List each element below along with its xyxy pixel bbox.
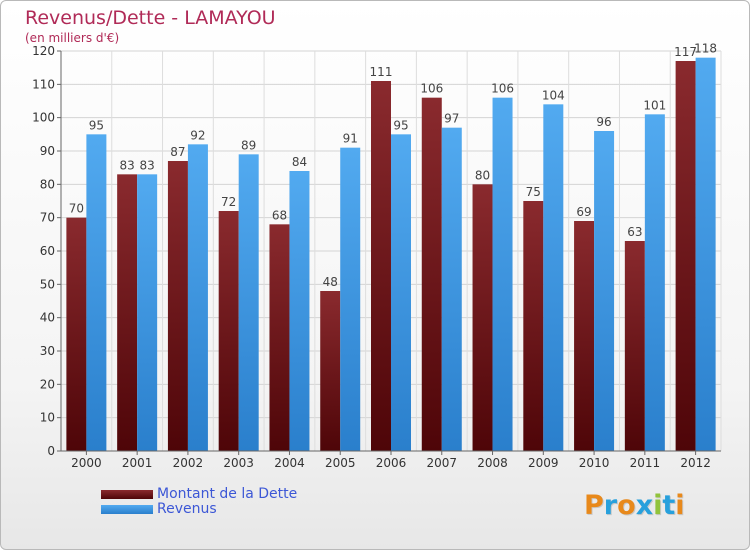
bar-dette (675, 61, 696, 451)
y-tick-label: 120 (32, 44, 55, 58)
data-label: 68 (272, 208, 287, 222)
bar-revenus (441, 127, 462, 452)
bar-revenus (391, 134, 411, 452)
data-label: 48 (323, 275, 338, 289)
logo-letter: i (653, 490, 663, 521)
bar-dette (523, 201, 544, 451)
bar-dette (66, 217, 87, 451)
x-tick-label: 2005 (325, 456, 356, 470)
x-tick-label: 2012 (680, 456, 711, 470)
bar-revenus (340, 147, 361, 451)
y-tick-label: 100 (32, 111, 55, 125)
logo-letter: P (584, 490, 604, 521)
y-tick-label: 90 (40, 144, 55, 158)
bar-revenus (594, 131, 615, 451)
data-label: 83 (140, 158, 155, 172)
chart-title: Revenus/Dette - LAMAYOU (25, 7, 276, 29)
data-label: 101 (643, 98, 666, 112)
logo-letter: r (603, 490, 618, 521)
data-label: 97 (444, 112, 459, 126)
x-tick-label: 2001 (122, 456, 153, 470)
legend-swatch-debt (101, 490, 153, 499)
bar-dette (371, 81, 391, 451)
data-label: 69 (576, 205, 591, 219)
data-label: 70 (69, 202, 84, 216)
bar-revenus (695, 57, 716, 452)
legend-swatch-revenus (101, 505, 153, 514)
y-tick-label: 0 (47, 444, 55, 458)
legend-label-revenus: Revenus (157, 501, 217, 517)
data-label: 63 (627, 225, 642, 239)
bar-revenus (543, 104, 564, 451)
x-tick-label: 2007 (426, 456, 457, 470)
data-label: 83 (120, 158, 135, 172)
logo-letter: i (675, 490, 685, 521)
bar-dette (320, 291, 341, 451)
data-label: 87 (170, 145, 185, 159)
data-label: 92 (190, 128, 205, 142)
data-label: 96 (596, 115, 611, 129)
logo-letter: x (635, 490, 654, 521)
bar-dette (218, 211, 239, 451)
data-label: 111 (370, 65, 393, 79)
data-label: 89 (241, 138, 256, 152)
y-tick-label: 80 (40, 177, 55, 191)
bar-dette (117, 174, 138, 452)
bar-revenus (238, 154, 259, 452)
bar-dette (167, 161, 188, 451)
x-tick-label: 2004 (274, 456, 305, 470)
data-label: 91 (343, 132, 358, 146)
bar-dette (574, 221, 595, 451)
bar-revenus (137, 174, 158, 452)
y-tick-label: 30 (40, 344, 55, 358)
data-label: 118 (694, 42, 717, 56)
data-label: 95 (393, 118, 408, 132)
bar-revenus (289, 171, 310, 451)
logo-letter: t (662, 490, 676, 521)
x-tick-label: 2000 (71, 456, 102, 470)
y-tick-label: 110 (32, 77, 55, 91)
bar-revenus (187, 144, 208, 452)
data-label: 84 (292, 155, 307, 169)
bar-dette (421, 97, 442, 452)
legend-label-debt: Montant de la Dette (157, 486, 298, 502)
data-label: 75 (526, 185, 541, 199)
logo-letter: o (617, 490, 636, 521)
bar-dette (472, 184, 493, 452)
data-label: 106 (491, 82, 514, 96)
chart-subtitle: (en milliers d'€) (25, 31, 120, 45)
bar-revenus (644, 114, 665, 451)
data-label: 80 (475, 168, 490, 182)
bar-revenus (492, 97, 513, 452)
data-label: 106 (420, 82, 443, 96)
x-tick-label: 2010 (579, 456, 610, 470)
x-tick-label: 2006 (376, 456, 407, 470)
y-tick-label: 20 (40, 377, 55, 391)
proxiti-logo: Proxiti (584, 490, 685, 521)
x-tick-label: 2002 (173, 456, 204, 470)
data-label: 104 (542, 88, 565, 102)
x-tick-label: 2008 (477, 456, 508, 470)
data-label: 72 (221, 195, 236, 209)
y-tick-label: 60 (40, 244, 55, 258)
data-label: 117 (674, 45, 697, 59)
y-tick-label: 50 (40, 277, 55, 291)
y-tick-label: 10 (40, 411, 55, 425)
data-label: 95 (89, 118, 104, 132)
x-tick-label: 2003 (223, 456, 254, 470)
x-tick-label: 2009 (528, 456, 559, 470)
bar-revenus (86, 134, 107, 452)
y-tick-label: 70 (40, 211, 55, 225)
bar-dette (624, 241, 645, 451)
x-tick-label: 2011 (630, 456, 661, 470)
bar-dette (269, 224, 290, 451)
y-tick-label: 40 (40, 311, 55, 325)
